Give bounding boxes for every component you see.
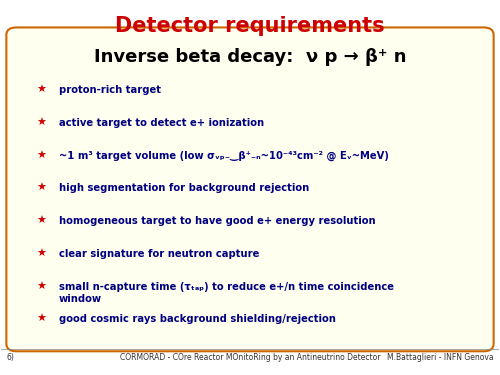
Text: Inverse beta decay:  ν p → β⁺ n: Inverse beta decay: ν p → β⁺ n [94,48,406,66]
Text: M.Battaglieri - INFN Genova: M.Battaglieri - INFN Genova [387,353,494,362]
Text: ★: ★ [36,216,46,226]
Text: ★: ★ [36,314,46,324]
Text: CORMORAD - COre Reactor MOnitoRing by an Antineutrino Detector: CORMORAD - COre Reactor MOnitoRing by an… [120,353,380,362]
Text: 6): 6) [6,353,14,362]
Text: ★: ★ [36,249,46,259]
Text: small n-capture time (τₜₐₚ) to reduce e+/n time coincidence
window: small n-capture time (τₜₐₚ) to reduce e+… [58,282,394,304]
Text: ★: ★ [36,151,46,160]
Text: ★: ★ [36,85,46,95]
Text: ★: ★ [36,183,46,194]
Text: Detector requirements: Detector requirements [115,16,385,36]
Text: high segmentation for background rejection: high segmentation for background rejecti… [58,183,309,194]
Text: homogeneous target to have good e+ energy resolution: homogeneous target to have good e+ energ… [58,216,375,226]
FancyBboxPatch shape [6,27,494,351]
Text: ~1 m³ target volume (low σᵥₚ₋‿β⁺₋ₙ~10⁻⁴³cm⁻² @ Eᵥ~MeV): ~1 m³ target volume (low σᵥₚ₋‿β⁺₋ₙ~10⁻⁴³… [58,151,388,161]
Text: ★: ★ [36,282,46,292]
Text: clear signature for neutron capture: clear signature for neutron capture [58,249,259,259]
Text: ★: ★ [36,118,46,128]
Text: good cosmic rays background shielding/rejection: good cosmic rays background shielding/re… [58,314,336,324]
Text: active target to detect e+ ionization: active target to detect e+ ionization [58,118,264,128]
Text: proton-rich target: proton-rich target [58,85,160,95]
